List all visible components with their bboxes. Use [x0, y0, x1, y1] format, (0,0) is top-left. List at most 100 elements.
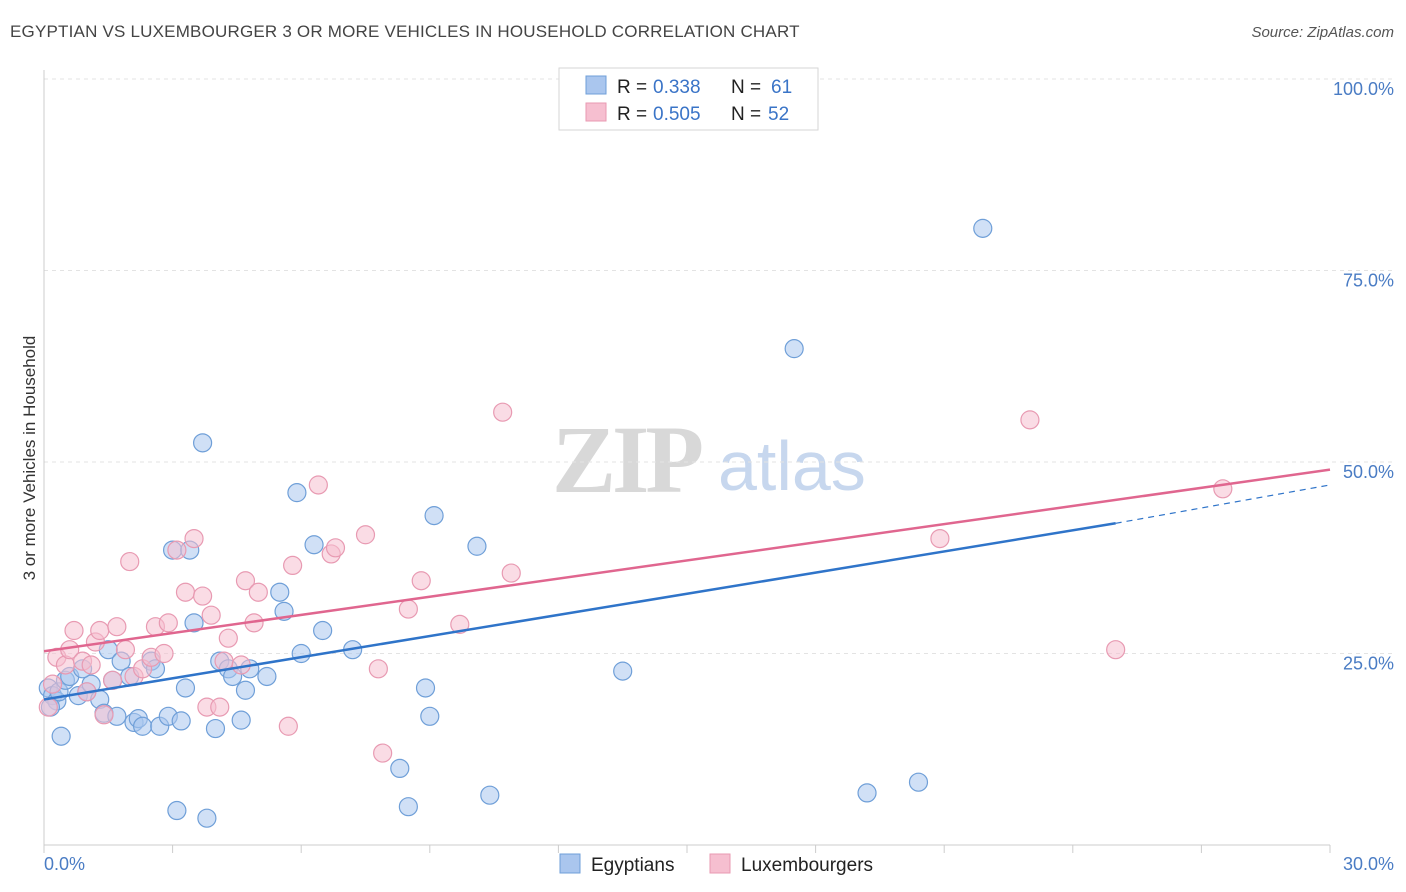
- trend-layer: [43, 468, 1331, 701]
- chart-source: Source: ZipAtlas.com: [1251, 24, 1394, 41]
- luxembourger-point: [94, 705, 114, 725]
- luxembourger-point: [214, 651, 234, 671]
- legend-r-label-luxembourgers: R =: [617, 104, 647, 125]
- egyptian-point: [171, 711, 191, 731]
- y-tick-label: 75.0%: [1343, 271, 1394, 291]
- egyptian-point: [205, 718, 226, 739]
- luxembourger-point: [120, 551, 140, 572]
- luxembourger-trend-line: [43, 468, 1331, 653]
- egyptian-trend-line: [43, 522, 1116, 701]
- egyptian-point: [167, 800, 187, 821]
- bottom-legend-swatch-egyptians: [559, 853, 581, 874]
- luxembourger-point: [355, 525, 376, 545]
- watermark-zip: ZIP: [552, 406, 701, 513]
- egyptian-point: [420, 706, 440, 726]
- y-tick-label: 25.0%: [1343, 654, 1394, 674]
- luxembourger-point: [115, 640, 136, 660]
- luxembourger-point: [278, 716, 298, 736]
- luxembourger-point: [373, 743, 393, 763]
- egyptian-point: [287, 483, 307, 503]
- egyptian-point: [291, 643, 311, 664]
- egyptian-point: [257, 666, 277, 687]
- legend-r-value-luxembourgers: 0.505: [653, 104, 701, 125]
- x-tick-labels: 0.0% 30.0%: [44, 854, 1394, 874]
- y-tick-label: 100.0%: [1333, 79, 1394, 99]
- legend-r-label-egyptians: R =: [617, 77, 647, 98]
- y-tick-label: 50.0%: [1343, 462, 1394, 482]
- luxembourger-point: [158, 613, 178, 633]
- legend-n-label-egyptians: N =: [731, 77, 761, 98]
- egyptian-point: [313, 620, 333, 641]
- y-axis-label: 3 or more Vehicles in Household: [20, 336, 39, 581]
- x-tick-label-min: 0.0%: [44, 854, 85, 874]
- luxembourger-point: [154, 643, 174, 664]
- watermark-atlas: atlas: [718, 427, 866, 505]
- egyptian-point: [613, 661, 633, 681]
- legend-n-value-egyptians: 61: [771, 77, 792, 98]
- luxembourger-point: [368, 659, 388, 679]
- egyptian-point: [175, 678, 196, 698]
- egyptian-point: [415, 678, 436, 698]
- egyptian-point: [973, 218, 993, 238]
- legend-swatch-luxembourgers: [585, 102, 607, 122]
- bottom-legend-label-egyptians: Egyptians: [591, 855, 674, 876]
- luxembourger-point: [450, 614, 470, 634]
- points-layer: [38, 218, 1233, 828]
- luxembourger-point: [308, 475, 328, 495]
- egyptian-point: [193, 433, 213, 453]
- luxembourger-point: [167, 540, 187, 560]
- luxembourger-point: [325, 538, 346, 558]
- axis-layer: [43, 70, 1330, 846]
- luxembourger-point: [235, 571, 256, 591]
- luxembourger-point: [175, 582, 196, 602]
- y-tick-labels: 25.0% 50.0% 75.0% 100.0%: [1333, 79, 1394, 674]
- egyptian-point: [390, 758, 410, 779]
- egyptian-point: [231, 710, 251, 730]
- egyptian-point: [270, 582, 290, 602]
- luxembourger-point: [501, 563, 521, 583]
- luxembourger-point: [210, 697, 230, 717]
- legend-box: R = 0.338 N = 61 R = 0.505 N = 52: [558, 67, 819, 131]
- luxembourger-point: [248, 582, 268, 602]
- luxembourger-point: [81, 655, 101, 675]
- egyptian-point: [197, 808, 217, 828]
- luxembourger-point: [201, 605, 221, 625]
- bottom-legend: Egyptians Luxembourgers: [559, 853, 873, 876]
- egyptian-point: [132, 716, 153, 736]
- egyptian-point: [424, 506, 444, 526]
- legend-swatch-egyptians: [585, 75, 607, 95]
- luxembourger-point: [64, 620, 84, 641]
- luxembourger-point: [1106, 640, 1126, 660]
- egyptian-point: [235, 680, 256, 700]
- luxembourger-point: [411, 571, 431, 591]
- luxembourger-point: [107, 617, 127, 637]
- x-tick-label-max: 30.0%: [1343, 854, 1394, 874]
- egyptian-point: [51, 726, 71, 746]
- legend-n-label-luxembourgers: N =: [731, 104, 761, 125]
- egyptian-trend-extension: [1115, 484, 1331, 524]
- chart-title: EGYPTIAN VS LUXEMBOURGER 3 OR MORE VEHIC…: [10, 22, 800, 41]
- egyptian-point: [467, 536, 487, 556]
- luxembourger-point: [42, 674, 63, 694]
- egyptian-point: [184, 613, 204, 633]
- luxembourger-point: [90, 620, 110, 641]
- legend-n-value-luxembourgers: 52: [768, 104, 789, 125]
- luxembourger-point: [1213, 479, 1233, 499]
- bottom-legend-label-luxembourgers: Luxembourgers: [741, 855, 873, 876]
- luxembourger-point: [184, 528, 204, 549]
- egyptian-point: [398, 797, 418, 817]
- egyptian-point: [304, 535, 324, 555]
- luxembourger-point: [38, 697, 58, 717]
- luxembourger-point: [218, 628, 238, 648]
- luxembourger-point: [398, 599, 418, 619]
- watermark: ZIP atlas: [552, 406, 866, 513]
- egyptian-point: [908, 772, 929, 792]
- bottom-legend-swatch-luxembourgers: [709, 853, 731, 874]
- luxembourger-point: [193, 586, 213, 606]
- egyptian-point: [480, 785, 500, 805]
- luxembourger-point: [283, 555, 303, 576]
- luxembourger-point: [493, 402, 513, 422]
- luxembourger-point: [930, 528, 950, 549]
- egyptian-point: [784, 339, 804, 359]
